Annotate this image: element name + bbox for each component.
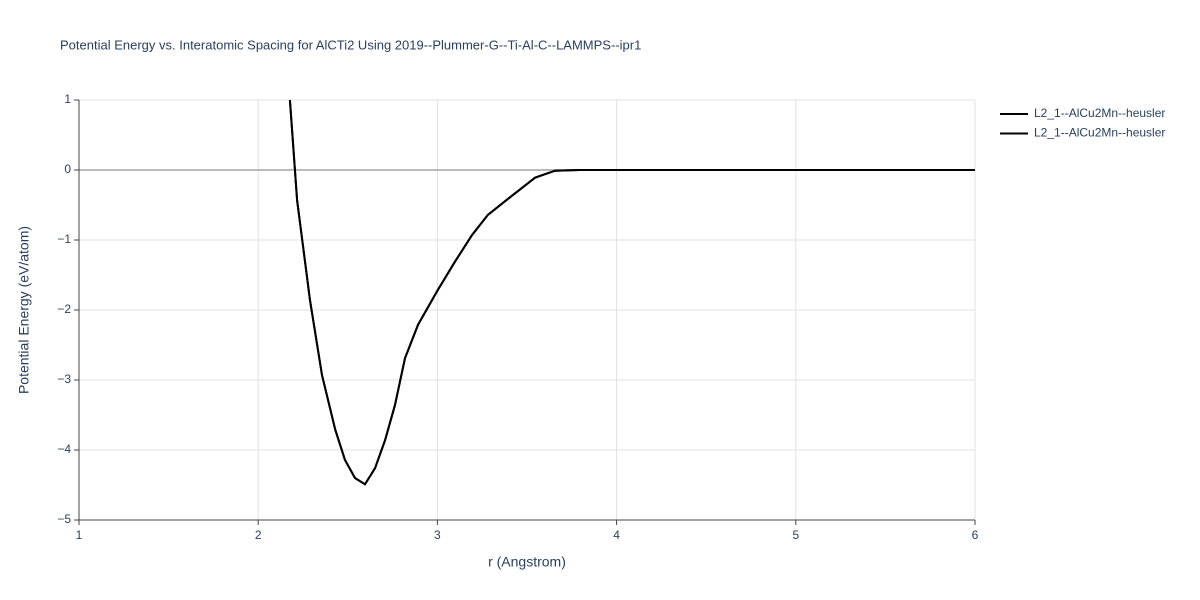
- chart-title: Potential Energy vs. Interatomic Spacing…: [60, 37, 641, 52]
- y-tick-label: −1: [57, 232, 71, 246]
- x-tick-label: 3: [434, 528, 441, 542]
- x-tick-label: 1: [76, 528, 83, 542]
- x-axis-title: r (Angstrom): [488, 554, 566, 570]
- y-axis-title: Potential Energy (eV/atom): [16, 226, 32, 394]
- x-tick-label: 6: [972, 528, 979, 542]
- y-tick-label: −5: [57, 512, 71, 526]
- y-tick-label: −4: [57, 442, 71, 456]
- x-tick-label: 2: [255, 528, 262, 542]
- legend-label: L2_1--AlCu2Mn--heusler: [1034, 126, 1165, 140]
- x-tick-label: 4: [613, 528, 620, 542]
- y-tick-label: −2: [57, 302, 71, 316]
- line-series: [288, 100, 975, 486]
- x-tick-label: 5: [792, 528, 799, 542]
- legend-label: L2_1--AlCu2Mn--heusler: [1034, 106, 1165, 120]
- y-tick-label: 1: [64, 92, 71, 106]
- y-tick-label: 0: [64, 162, 71, 176]
- y-tick-label: −3: [57, 372, 71, 386]
- line-series: [288, 100, 975, 486]
